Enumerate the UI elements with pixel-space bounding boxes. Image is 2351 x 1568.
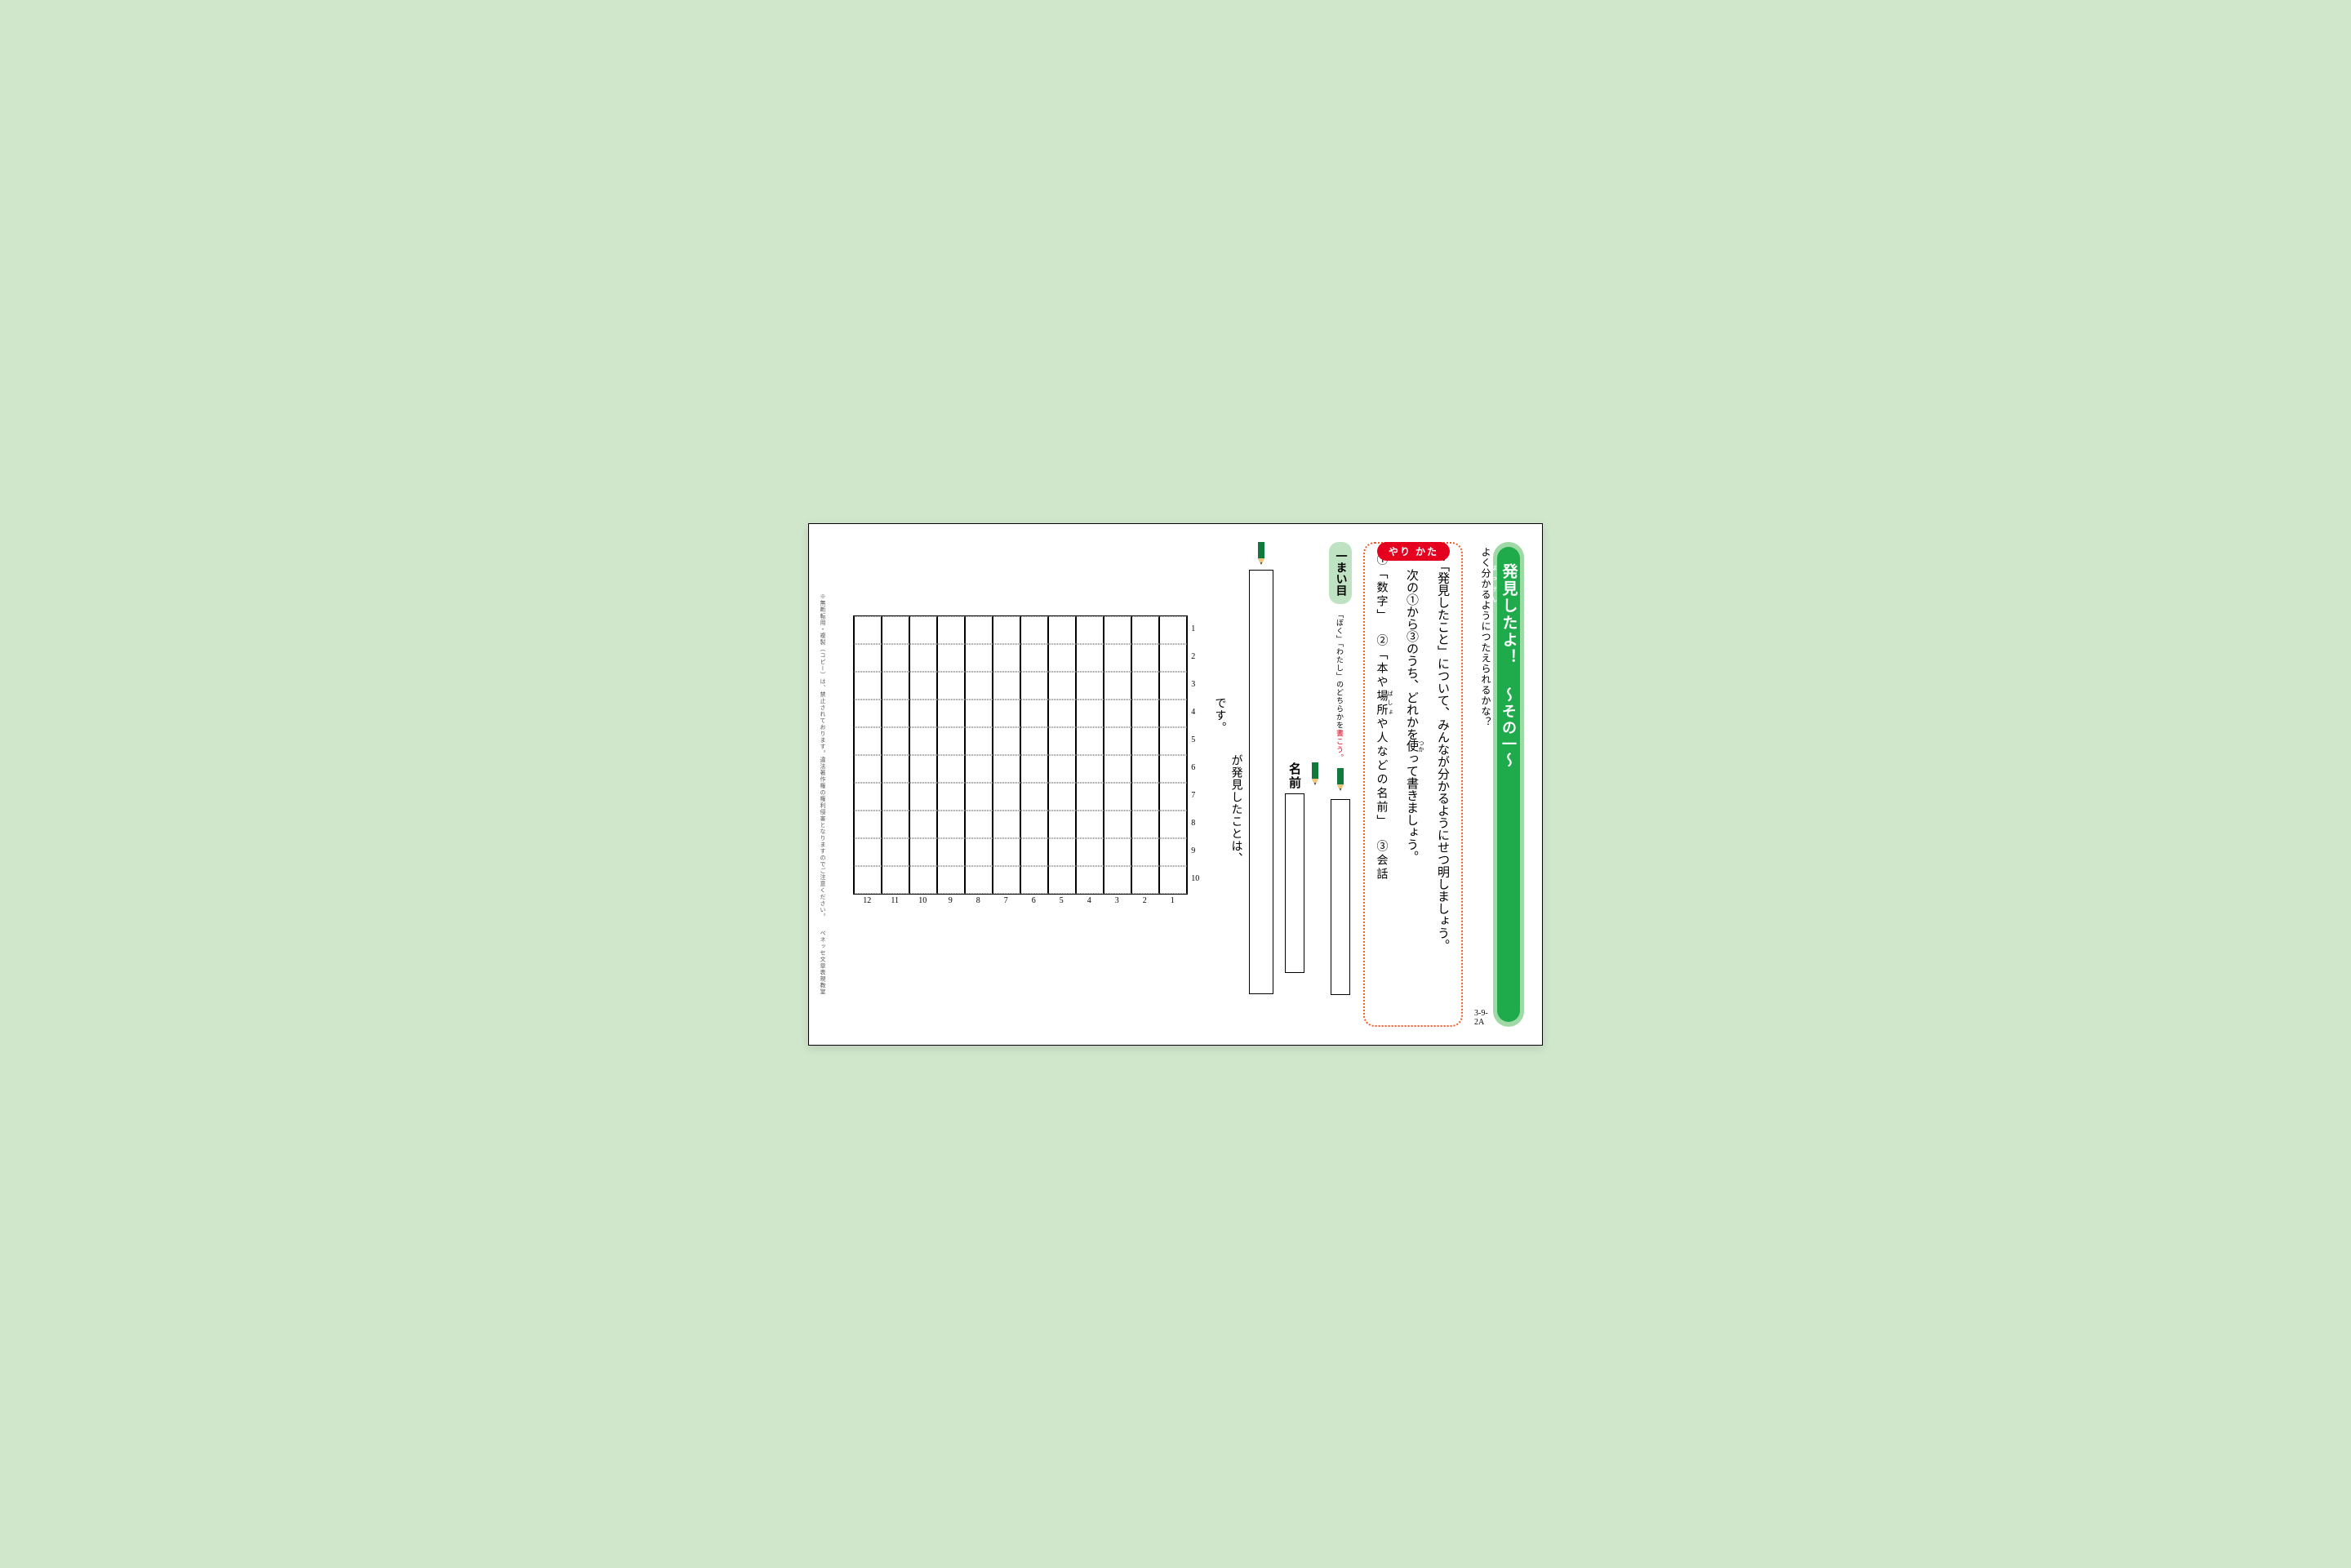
grid-column: 12345678910 123456789101112: [842, 542, 1200, 1027]
hint-text: 「ぼく」「わたし」のどちらかを書こう。: [1335, 611, 1345, 762]
option-1: ①「数字」: [1375, 553, 1388, 617]
answer-line-text: が発見したことは、 です。: [1211, 542, 1244, 1027]
copyright-text: ※無断転用・複製（コピー）は、禁止されております。違法著作権の権利侵害となります…: [819, 593, 827, 996]
pencil-icon: [1255, 542, 1267, 565]
worksheet: はっけん 発見したよ！ 〜その一〜 よく分かるようにつたえられるかな？ 3-9-…: [808, 523, 1543, 1046]
title-band-inner: はっけん 発見したよ！ 〜その一〜: [1497, 547, 1520, 1022]
instruction-line-2: 次の①から③のうち、どれかを使つかって書きましょう。: [1400, 553, 1424, 1015]
yarikata-pill: やり かた: [1377, 542, 1450, 561]
title-main: 発見したよ！: [1498, 563, 1520, 666]
pencil-icon: [1335, 768, 1346, 791]
option-2: ②「本や場所ばしょや人などの名前」: [1375, 634, 1388, 823]
title-band: はっけん 発見したよ！ 〜その一〜: [1493, 542, 1524, 1027]
pencil-icon: [1309, 762, 1321, 785]
manuscript-grid-wrap: 12345678910 123456789101112: [853, 615, 1188, 895]
answer-input-box[interactable]: [1249, 570, 1273, 994]
manuscript-grid[interactable]: [853, 615, 1188, 895]
name-label: 名前: [1286, 762, 1303, 790]
title-column: はっけん 発見したよ！ 〜その一〜 よく分かるようにつたえられるかな？ 3-9-…: [1474, 542, 1524, 1027]
instruction-line-1: 「発見したこと」について、みんなが分かるようにせつ明しましょう。: [1431, 553, 1453, 1015]
subject-input-box[interactable]: [1331, 799, 1350, 995]
title-furigana: はっけん: [1490, 565, 1498, 607]
fields-column: 一まい目 「ぼく」「わたし」のどちらかを書こう。 名前: [1285, 542, 1352, 1027]
grid-row-numbers: 12345678910: [1191, 615, 1199, 893]
grid-col-numbers: 123456789101112: [853, 896, 1186, 905]
instruction-options: ①「数字」 ②「本や場所ばしょや人などの名前」 ③会話: [1373, 553, 1394, 1015]
name-input-box[interactable]: [1285, 793, 1304, 973]
title-overline: よく分かるようにつたえられるかな？: [1479, 542, 1493, 1027]
answer-column: が発見したことは、 です。: [1211, 542, 1273, 1027]
instructions-box: やり かた 「発見したこと」について、みんなが分かるようにせつ明しましょう。 次…: [1363, 542, 1464, 1027]
page-code: 3-9-2A: [1474, 1009, 1488, 1027]
option-3: ③会話: [1375, 840, 1388, 882]
title-subtitle: 〜その一〜: [1498, 687, 1519, 769]
sheet-number-pill: 一まい目: [1329, 542, 1352, 604]
